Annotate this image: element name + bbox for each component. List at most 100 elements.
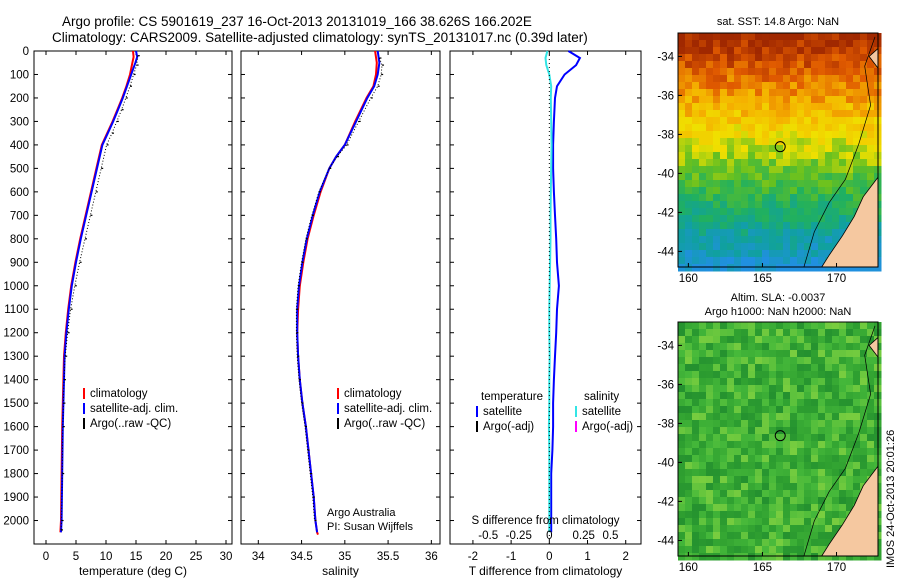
map-cell — [797, 117, 805, 125]
map-x-tick-label: 165 — [753, 562, 772, 574]
map-cell — [734, 546, 742, 554]
map-cell — [818, 441, 826, 449]
map-cell — [734, 539, 742, 547]
map-cell — [720, 152, 728, 160]
map-cell — [797, 322, 805, 330]
map-cell — [832, 448, 840, 456]
map-cell — [692, 229, 700, 237]
map-cell — [762, 322, 770, 330]
map-cell — [741, 511, 749, 519]
map-cell — [853, 33, 861, 41]
map-cell — [769, 145, 777, 153]
map-cell — [713, 33, 721, 41]
map-cell — [720, 469, 728, 477]
map-cell — [713, 546, 721, 554]
map-cell — [832, 117, 840, 125]
map-cell — [713, 117, 721, 125]
map-cell — [811, 364, 819, 372]
map-cell — [713, 75, 721, 83]
map-cell — [762, 392, 770, 400]
map-cell — [706, 483, 714, 491]
map-cell — [706, 166, 714, 174]
map-cell — [713, 483, 721, 491]
map-cell — [727, 504, 735, 512]
map-cell — [713, 138, 721, 146]
map-cell — [699, 138, 707, 146]
map-cell — [692, 54, 700, 62]
map-cell — [762, 61, 770, 69]
map-cell — [860, 131, 868, 139]
map-cell — [776, 406, 784, 414]
y-tick-label: 1500 — [3, 398, 29, 410]
map-cell — [832, 194, 840, 202]
map-cell — [713, 61, 721, 69]
map-cell — [783, 75, 791, 83]
map-cell — [846, 371, 854, 379]
map-cell — [846, 159, 854, 167]
bathymetry-contour — [803, 36, 876, 268]
map-cell — [818, 173, 826, 181]
map-cell — [762, 110, 770, 118]
map-cell — [692, 469, 700, 477]
map-cell — [804, 490, 812, 498]
map-cell — [790, 469, 798, 477]
map-cell — [832, 525, 840, 533]
map-cell — [692, 208, 700, 216]
map-cell — [699, 145, 707, 153]
map-cell — [804, 385, 812, 393]
map-cell — [783, 40, 791, 48]
map-cell — [783, 518, 791, 526]
map-cell — [678, 448, 686, 456]
map-cell — [685, 329, 693, 337]
map-cell — [776, 413, 784, 421]
map-cell — [797, 357, 805, 365]
x-tick-label: 2 — [623, 551, 629, 563]
map-cell — [783, 357, 791, 365]
map-cell — [692, 371, 700, 379]
map-cell — [825, 357, 833, 365]
map-cell — [867, 138, 875, 146]
map-cell — [790, 497, 798, 505]
map-cell — [783, 250, 791, 258]
map-cell — [825, 553, 833, 561]
map-cell — [818, 483, 826, 491]
map-cell — [804, 257, 812, 265]
map-cell — [846, 89, 854, 97]
map-cell — [804, 511, 812, 519]
map-cell — [762, 166, 770, 174]
map-cell — [713, 322, 721, 330]
map-cell — [797, 511, 805, 519]
map-cell — [783, 364, 791, 372]
map-cell — [853, 455, 861, 463]
map-cell — [748, 469, 756, 477]
map-cell — [853, 413, 861, 421]
map-cell — [839, 222, 847, 230]
map-cell — [783, 131, 791, 139]
map-cell — [783, 110, 791, 118]
map-cell — [846, 40, 854, 48]
map-cell — [860, 434, 868, 442]
map-cell — [748, 68, 756, 76]
map-cell — [762, 54, 770, 62]
map-cell — [720, 392, 728, 400]
map-cell — [867, 145, 875, 153]
map-cell — [755, 89, 763, 97]
map-cell — [797, 131, 805, 139]
map-cell — [832, 441, 840, 449]
map-cell — [692, 455, 700, 463]
map-cell — [741, 476, 749, 484]
map-cell — [678, 399, 686, 407]
map-cell — [692, 257, 700, 265]
map-cell — [818, 110, 826, 118]
map-cell — [839, 469, 847, 477]
map-cell — [839, 420, 847, 428]
map-cell — [797, 89, 805, 97]
map-cell — [706, 441, 714, 449]
map-cell — [720, 264, 728, 272]
map-cell — [678, 378, 686, 386]
map-cell — [720, 117, 728, 125]
map-cell — [685, 173, 693, 181]
map-cell — [776, 117, 784, 125]
map-cell — [748, 180, 756, 188]
map-cell — [783, 392, 791, 400]
